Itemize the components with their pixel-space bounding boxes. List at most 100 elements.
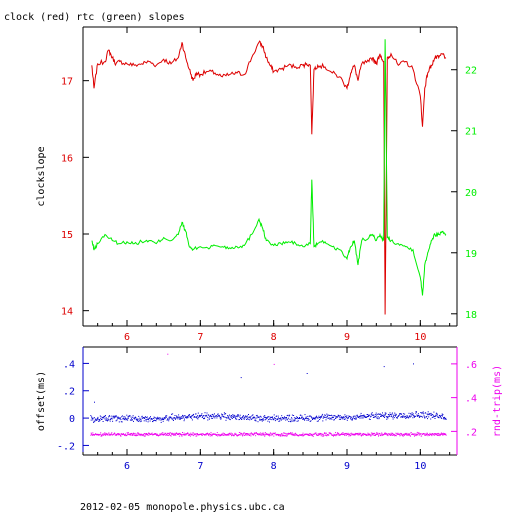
data-point [131,434,133,435]
data-point [391,413,393,415]
data-point [257,416,259,418]
data-point [175,417,177,419]
data-point [138,434,140,436]
data-point [216,415,218,417]
data-point [401,434,403,436]
data-point [414,416,415,418]
data-point [237,414,239,416]
data-point [175,433,177,434]
data-point [436,413,438,415]
data-point [425,412,427,414]
data-point [359,417,361,419]
data-point [342,416,344,418]
data-point [127,417,129,419]
data-point [279,434,281,436]
data-point [169,418,170,420]
data-point [338,433,340,435]
data-point [111,418,113,420]
data-point [133,432,134,434]
data-point [172,433,174,435]
data-point [230,415,232,417]
data-point [288,415,290,417]
data-point [445,434,447,436]
data-point [145,434,147,436]
data-point [385,433,387,435]
data-point [319,434,321,436]
data-point [118,433,119,435]
data-point [210,435,212,437]
data-point [269,434,271,436]
data-point [252,434,254,435]
data-point [312,418,314,420]
data-point [191,434,193,436]
data-point [188,433,190,435]
data-point [160,419,162,421]
data-point [128,415,130,417]
data-point [323,414,325,416]
data-point [146,417,148,419]
data-point [440,433,442,435]
top-left-tick-label: 17 [61,77,73,88]
data-point [195,433,197,435]
data-point [183,420,185,422]
data-point [270,435,272,437]
data-point [98,420,100,422]
data-point [178,416,180,418]
data-point [431,435,433,437]
data-point [406,432,408,434]
data-point [294,433,296,435]
data-point [400,416,402,418]
data-point [151,433,153,435]
data-point [407,434,409,436]
data-point [363,433,365,435]
data-point [283,418,285,420]
data-point [378,417,380,419]
data-point [382,414,384,416]
data-point [210,434,212,435]
data-point [326,417,328,419]
data-point [292,434,294,435]
data-point [343,434,345,435]
data-point [318,417,320,418]
data-point [143,417,145,418]
data-point [144,417,146,419]
data-point [239,414,241,416]
data-point [127,416,129,418]
data-point [109,415,111,417]
data-point [431,433,432,435]
data-point [375,412,377,414]
data-point [145,433,147,434]
data-point [429,414,431,416]
data-point [371,434,373,436]
data-point [173,433,175,435]
data-point [95,418,97,420]
data-point [93,417,95,419]
data-point [281,415,283,417]
data-point [108,432,110,434]
data-point [406,415,408,417]
data-point [258,434,260,436]
data-point [178,434,180,435]
data-point [275,418,277,420]
data-point [416,433,417,435]
data-point [241,417,243,419]
data-point [380,434,382,436]
data-point [152,434,154,436]
data-point [150,416,151,418]
data-point [247,434,249,436]
data-point [375,434,377,436]
data-point [144,418,146,419]
data-point [362,417,364,419]
data-point [335,434,337,436]
data-point [135,435,136,437]
data-point [328,417,330,419]
data-point [415,435,417,437]
data-point [351,418,353,420]
data-point [225,419,227,421]
data-point [426,413,428,415]
data-point [132,415,134,417]
data-point [156,433,158,435]
data-point [189,416,191,418]
data-point [419,433,421,435]
data-point [434,418,436,419]
